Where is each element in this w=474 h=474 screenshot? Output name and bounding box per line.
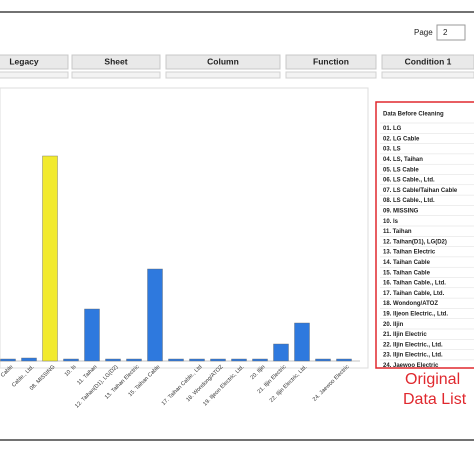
column-header-label[interactable]: Legacy <box>9 56 39 66</box>
page-label: Page <box>414 28 433 37</box>
data-list-item: 04. LS, Taihan <box>383 157 423 163</box>
bar <box>0 358 16 362</box>
data-list-item: 23. Iljin Electric., Ltd. <box>383 353 443 359</box>
data-list-item: 06. LS Cable., Ltd. <box>383 178 435 184</box>
data-list-item: 14. Taihan Cable <box>383 260 431 266</box>
column-header[interactable] <box>285 54 377 70</box>
column-filter[interactable] <box>71 71 161 79</box>
annotation-line: Data List <box>403 391 467 408</box>
column-header-label[interactable]: Column <box>207 56 239 66</box>
data-list-item: 15. Taihan Cable <box>383 270 431 276</box>
bar <box>84 308 100 362</box>
data-list-item: 07. LS Cable/Taihan Cable <box>383 188 458 194</box>
bar <box>21 357 37 362</box>
data-list-item: 01. LG <box>383 126 402 132</box>
column-filter[interactable] <box>0 71 69 79</box>
bar <box>336 358 352 362</box>
bar <box>105 358 121 362</box>
bar <box>63 358 79 362</box>
bar <box>42 155 58 362</box>
bar <box>168 358 184 362</box>
column-header[interactable] <box>0 54 69 70</box>
data-list-item: 22. Iljin Electric., Ltd. <box>383 342 443 348</box>
data-list-item: 24. Jaewoo Electric <box>383 363 439 369</box>
column-header[interactable] <box>381 54 474 70</box>
bar <box>210 358 226 362</box>
data-list-item: 09. MISSING <box>383 208 419 214</box>
data-list-item: 17. Taihan Cable, Ltd. <box>383 291 445 297</box>
bar <box>147 268 163 362</box>
data-list-item: 08. LS Cable., Ltd. <box>383 198 435 204</box>
bar <box>252 358 268 362</box>
bar <box>189 358 205 362</box>
data-list-item: 11. Taihan <box>383 229 412 235</box>
data-list-title: Data Before Cleaning <box>383 112 444 118</box>
data-list-item: 12. Taihan(D1), LG(D2) <box>383 239 447 245</box>
page-value[interactable]: 2 <box>443 28 448 37</box>
bar <box>273 343 289 362</box>
page-input[interactable] <box>436 24 466 41</box>
bar <box>231 358 247 362</box>
column-header-label[interactable]: Sheet <box>104 56 127 66</box>
data-list-item: 05. LS Cable <box>383 167 419 173</box>
data-list-item: 19. Iljeon Electric., Ltd. <box>383 311 448 317</box>
bar <box>294 322 310 362</box>
data-list-item: 20. Iljin <box>383 322 404 328</box>
column-header-label[interactable]: Function <box>313 56 349 66</box>
bar <box>315 358 331 362</box>
data-list-item: 03. LS <box>383 147 401 153</box>
column-header[interactable] <box>165 54 281 70</box>
bar <box>126 358 142 362</box>
column-header-label[interactable]: Condition 1 <box>405 56 452 66</box>
data-list-item: 16. Taihan Cable., Ltd. <box>383 281 446 287</box>
data-list-item: 18. Wondong/ATOZ <box>383 301 438 307</box>
column-filter[interactable] <box>285 71 377 79</box>
data-list-item: 21. Iljin Electric <box>383 332 427 338</box>
column-filter[interactable] <box>165 71 281 79</box>
annotation-line: Original <box>405 371 460 388</box>
chart-frame <box>0 87 369 369</box>
column-filter[interactable] <box>381 71 474 79</box>
data-list-box <box>375 101 474 369</box>
data-list-item: 13. Taihan Electric <box>383 250 436 256</box>
data-list-item: 10. ls <box>383 219 399 225</box>
data-list-item: 02. LG Cable <box>383 136 420 142</box>
column-header[interactable] <box>71 54 161 70</box>
